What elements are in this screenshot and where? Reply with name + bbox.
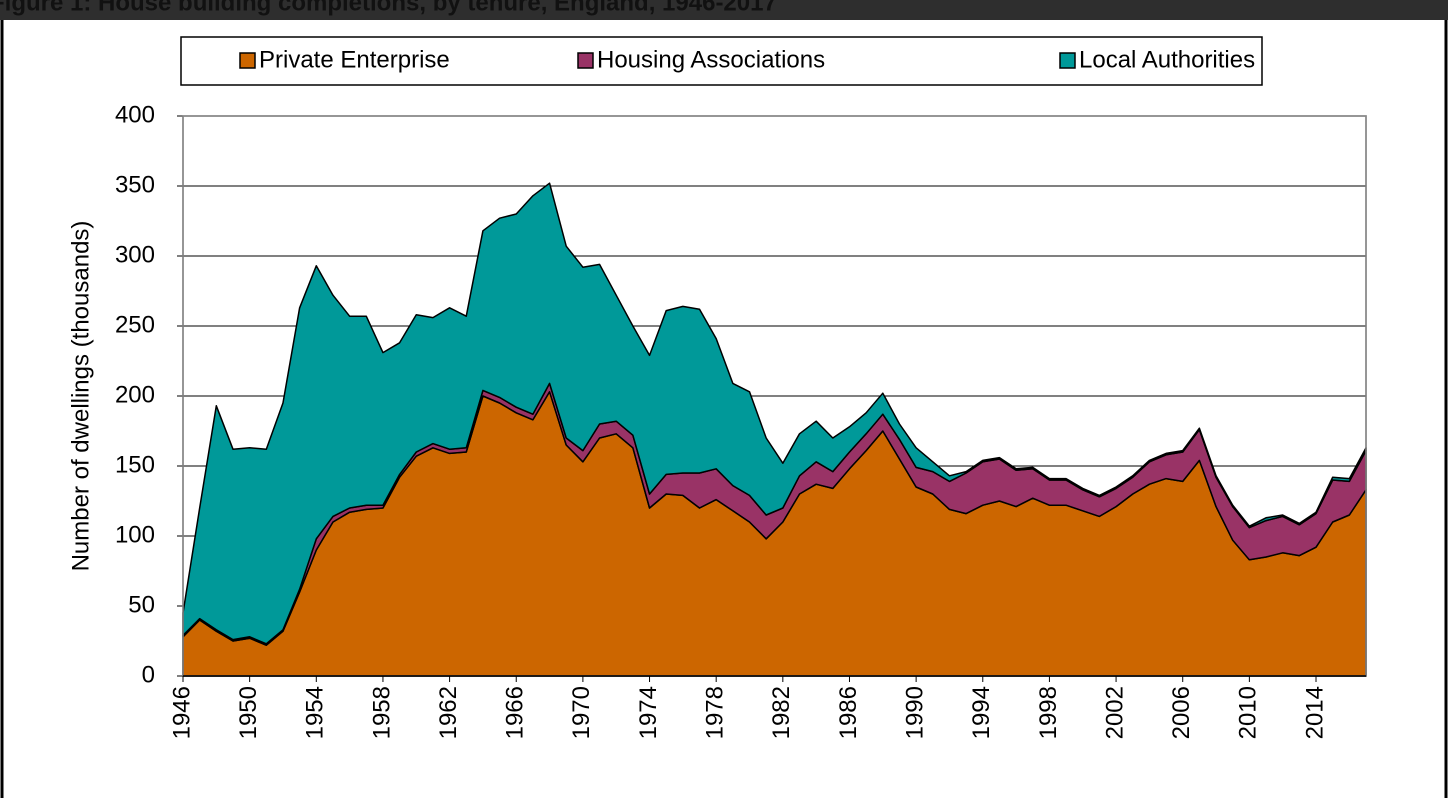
y-tick-label: 150 [115, 451, 155, 478]
x-tick-label: 1962 [435, 686, 462, 739]
x-tick-label: 1986 [835, 686, 862, 739]
x-tick-label: 1966 [502, 686, 529, 739]
y-tick-label: 350 [115, 171, 155, 198]
x-tick-label: 2010 [1235, 686, 1262, 739]
y-tick-label: 50 [128, 591, 155, 618]
x-tick-label: 2014 [1301, 686, 1328, 739]
y-tick-label: 100 [115, 521, 155, 548]
legend-label: Housing Associations [597, 46, 825, 73]
x-tick-label: 1950 [235, 686, 262, 739]
y-axis-title: Number of dwellings (thousands) [67, 221, 94, 572]
title-bar [0, 0, 1448, 20]
x-tick-label: 2002 [1101, 686, 1128, 739]
legend-swatch [239, 52, 256, 69]
legend-swatch [577, 52, 594, 69]
legend-label: Private Enterprise [259, 46, 450, 73]
x-tick-label: 1982 [768, 686, 795, 739]
y-tick-label: 250 [115, 311, 155, 338]
x-tick-label: 1994 [968, 686, 995, 739]
x-tick-label: 1974 [635, 686, 662, 739]
legend-box [180, 36, 1263, 86]
y-tick-label: 200 [115, 381, 155, 408]
x-tick-label: 1958 [368, 686, 395, 739]
x-tick-label: 2006 [1168, 686, 1195, 739]
y-tick-label: 400 [115, 101, 155, 128]
legend-swatch [1059, 52, 1076, 69]
chart-title: Figure 1: House building completions, by… [0, 0, 777, 16]
x-tick-label: 1990 [901, 686, 928, 739]
x-tick-label: 1970 [568, 686, 595, 739]
y-tick-label: 300 [115, 241, 155, 268]
y-tick-label: 0 [142, 661, 155, 688]
x-tick-label: 1998 [1035, 686, 1062, 739]
x-tick-label: 1978 [702, 686, 729, 739]
legend-label: Local Authorities [1079, 46, 1255, 73]
x-tick-label: 1946 [168, 686, 195, 739]
x-tick-label: 1954 [302, 686, 329, 739]
